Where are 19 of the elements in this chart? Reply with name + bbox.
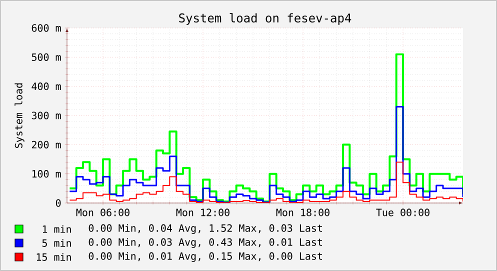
x-tick-label: Mon 18:00 <box>276 208 330 216</box>
text: 0.00 Min, 0.01 Avg, 0.15 Max, 0.00 Last <box>88 252 322 262</box>
y-tick-label: 100 m <box>32 170 61 178</box>
y-axis-title: System load <box>14 83 24 148</box>
chart-title: System load on fesev-ap4 <box>179 13 352 25</box>
x-tick-label: Tue 00:00 <box>376 208 430 216</box>
y-tick-label: 500 m <box>32 53 61 61</box>
y-tick-label: 600 m <box>32 24 61 32</box>
y-tick-label: 200 m <box>32 140 61 148</box>
x-tick-label: Mon 12:00 <box>176 208 230 216</box>
text: 0.00 Min, 0.04 Avg, 1.52 Max, 0.03 Last <box>88 224 322 234</box>
y-tick-label: 300 m <box>32 112 61 120</box>
y-tick-label: 0 <box>56 199 61 207</box>
x-tick-label: Mon 06:00 <box>76 208 130 216</box>
legend-label: 15 min <box>36 253 71 261</box>
legend-label: 1 min <box>42 225 71 233</box>
text: 0.00 Min, 0.03 Avg, 0.43 Max, 0.01 Last <box>88 238 322 248</box>
legend-label: 5 min <box>42 239 71 247</box>
y-tick-label: 400 m <box>32 82 61 90</box>
